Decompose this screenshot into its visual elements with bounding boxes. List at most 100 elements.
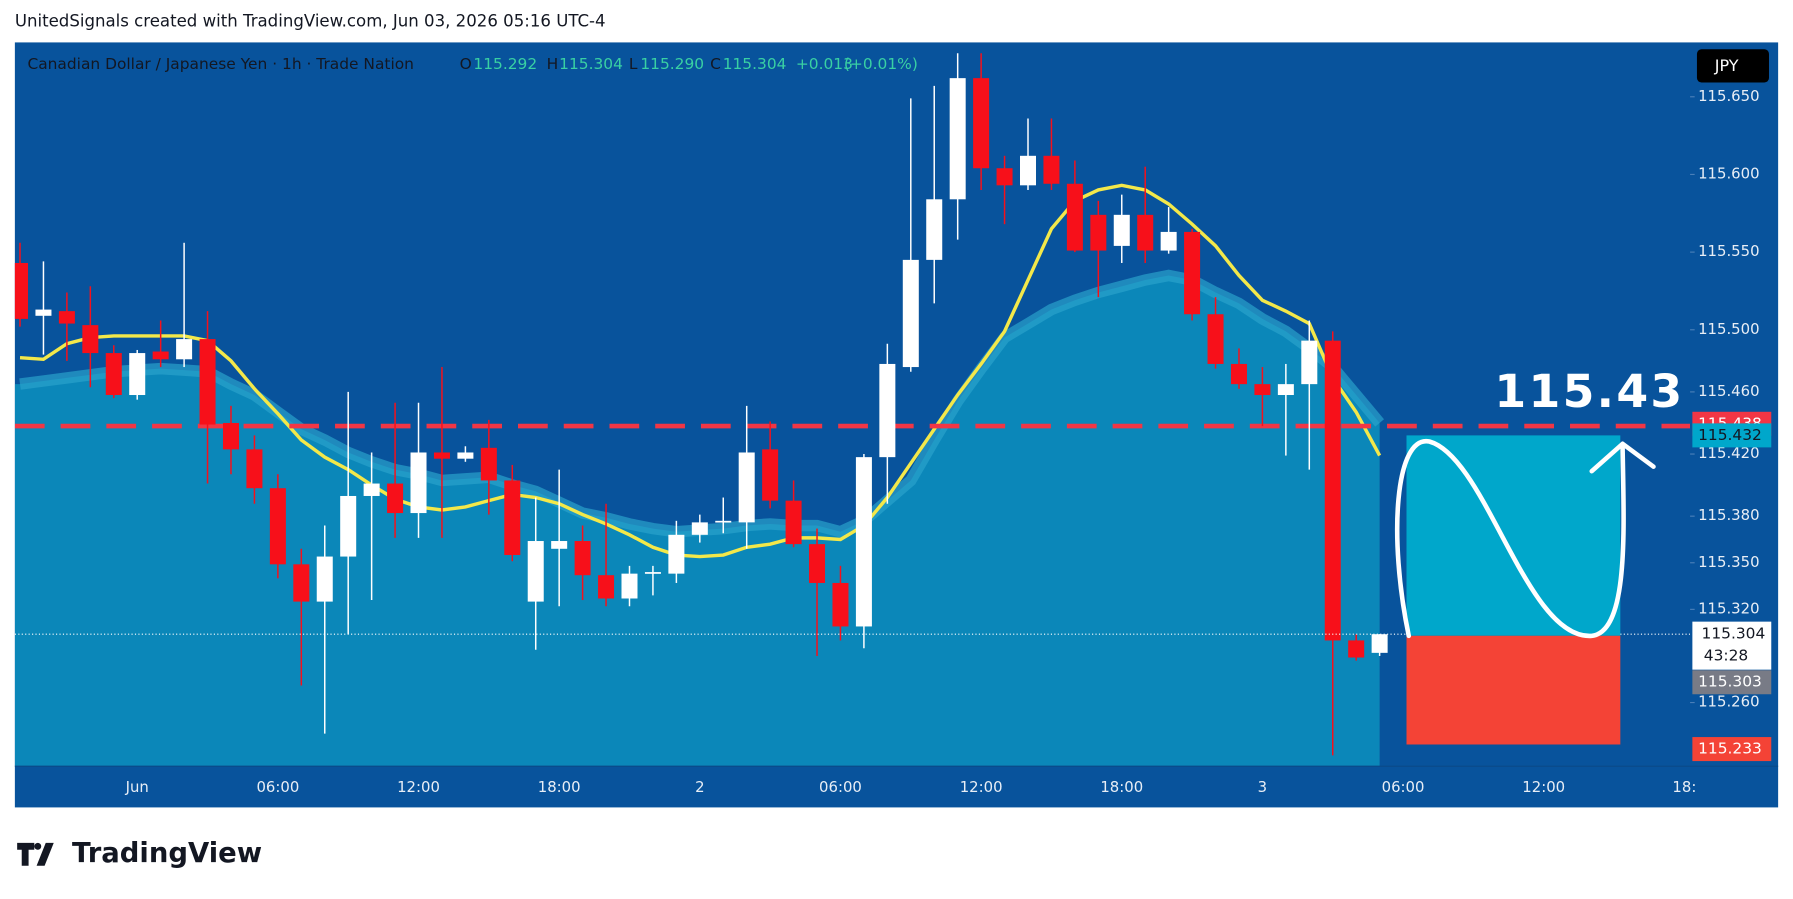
candle-body [14,262,29,319]
candle-body [691,522,708,535]
candle-body [35,309,52,316]
candle-body [715,520,732,523]
currency-label[interactable]: JPY [1714,56,1739,75]
price-label-box [1692,621,1772,670]
candle-body [480,447,497,481]
price-label-box [1692,737,1772,762]
candle-body [58,311,75,324]
x-tick-label: 12:00 [1522,778,1565,796]
candle-body [1113,214,1130,246]
candle-body [1254,384,1271,396]
candle-body [457,452,474,459]
x-tick-label: 06:00 [819,778,862,796]
legend-change: +0.013 [796,55,853,73]
candle-body [902,259,919,368]
position-stop-zone [1406,635,1621,745]
x-tick-label: 18: [1672,778,1696,796]
candle-body [926,199,943,260]
candle-body [1090,214,1107,251]
candle-body [973,78,990,169]
candle-body [598,575,615,599]
overlay-layer: 115.260115.320115.350115.380115.420115.4… [14,87,1779,796]
logo-icon [17,842,54,866]
candle-body [855,457,872,627]
candle-body [879,363,896,458]
candle-body [504,480,521,556]
candle-body [363,483,380,496]
legend-label: C [710,55,721,73]
x-tick-label: 06:00 [1382,778,1425,796]
header-text: UnitedSignals created with TradingView.c… [15,11,606,30]
legend-title: Canadian Dollar / Japanese Yen · 1h · Tr… [27,55,414,73]
candle-body [1160,231,1177,251]
price-label: 115.304 [1702,625,1766,643]
candle-body [1348,640,1365,658]
drawn-arrow [1589,441,1656,474]
y-tick-label: 115.500 [1698,320,1759,338]
candle-body [668,534,685,574]
candle-body [1043,155,1060,184]
candle-body [527,541,544,602]
candle-body [574,541,591,576]
position-target-zone [1406,435,1621,636]
candle-body [152,351,169,360]
legend-value: 115.292 [473,55,537,73]
candle-body [176,339,193,360]
candle-body [949,78,966,200]
annotation: 115.43 [1494,365,1684,418]
candle-body [832,582,849,627]
y-tick-label: 115.460 [1698,382,1759,400]
y-tick-label: 115.420 [1698,444,1759,462]
candle-body [1137,214,1154,251]
y-tick-label: 115.650 [1698,87,1759,105]
y-tick-label: 115.380 [1698,506,1759,524]
candle-body [410,452,427,514]
indicator-area [14,275,1380,767]
y-tick-label: 115.550 [1698,242,1759,260]
price-label: 115.233 [1698,740,1762,758]
price-label-box [1692,423,1772,448]
candle-body [1230,363,1247,385]
price-label: 115.303 [1698,673,1762,691]
price-label-box [1692,670,1772,695]
candle-body [105,353,122,396]
candle-body [433,452,450,459]
legend-value: 115.290 [640,55,704,73]
candle-body [1371,634,1388,653]
candle-body [1207,314,1224,364]
y-tick-label: 115.600 [1698,164,1759,182]
drawn-curve [1394,439,1626,639]
x-tick-label: 2 [695,778,704,796]
candle-body [82,325,99,354]
candle-body [785,500,802,545]
plot-area [14,53,1691,767]
legend-change-pct: (+0.01%) [844,55,918,73]
candle-body [246,449,263,489]
candle-body [621,573,638,599]
candle-body [1301,340,1318,385]
candle-body [551,541,568,549]
currency-button[interactable] [1696,49,1769,83]
candle-body [129,353,146,396]
candle-body [1019,155,1037,186]
y-tick-label: 115.320 [1698,599,1759,617]
x-tick-label: Jun [125,778,149,796]
legend-label: O [460,55,472,73]
y-tick-label: 115.350 [1698,553,1759,571]
candle-body [199,339,216,425]
countdown: 43:28 [1704,646,1748,664]
candle-body [809,544,826,583]
x-tick-label: 12:00 [397,778,440,796]
candle-body [1066,183,1083,251]
candle-body [293,564,310,602]
candle-body [316,556,333,602]
y-tick-label: 115.260 [1698,693,1759,711]
indicator-line [19,183,1382,559]
price-label: 115.432 [1698,426,1762,444]
logo-text: TradingView [72,838,262,869]
legend-label: H [547,55,559,73]
candle-body [222,422,239,450]
x-tick-label: 3 [1258,778,1267,796]
